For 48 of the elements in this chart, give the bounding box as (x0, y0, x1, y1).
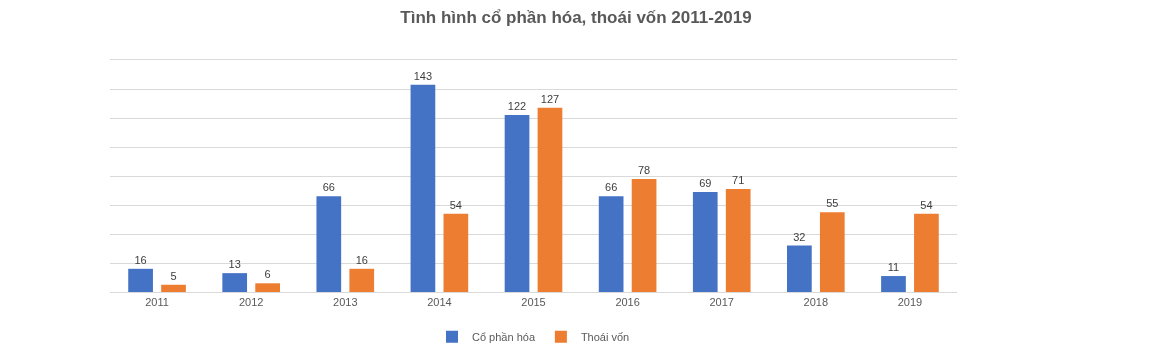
x-tick-label: 2013 (333, 296, 358, 309)
data-label: 66 (322, 181, 335, 194)
bar (349, 268, 375, 292)
bar (819, 212, 845, 292)
bar (316, 196, 342, 292)
x-tick-label: 2017 (709, 296, 734, 309)
x-tick-label: 2011 (145, 296, 169, 309)
bar (443, 213, 469, 292)
data-label: 6 (264, 268, 271, 281)
x-tick-label: 2016 (615, 296, 640, 309)
x-tick-label: 2015 (521, 296, 546, 309)
data-label: 16 (355, 253, 368, 266)
data-label: 16 (134, 253, 147, 266)
legend-label: Cổ phần hóa (472, 330, 536, 343)
data-label: 66 (605, 181, 618, 194)
data-label: 5 (170, 269, 177, 282)
data-label: 32 (793, 230, 806, 243)
data-label: 143 (413, 69, 433, 82)
chart-title: Tình hình cổ phần hóa, thoái vốn 2011-2019 (400, 7, 752, 27)
data-label: 127 (540, 92, 560, 105)
data-label: 54 (449, 198, 462, 211)
legend-label: Thoái vốn (580, 330, 630, 343)
bar (222, 273, 248, 292)
data-label: 54 (920, 198, 933, 211)
bar (537, 107, 563, 292)
data-label: 71 (732, 174, 745, 187)
x-tick-label: 2018 (803, 296, 829, 309)
x-tick-label: 2012 (238, 296, 264, 309)
bar (128, 268, 153, 292)
data-label: 69 (699, 176, 712, 189)
bar (598, 196, 624, 292)
data-label: 122 (507, 100, 527, 113)
bar (631, 178, 657, 292)
bar (787, 245, 812, 292)
bar (881, 276, 906, 292)
bar (161, 284, 186, 292)
data-label: 11 (887, 261, 900, 274)
bar (725, 189, 751, 292)
bar (255, 283, 280, 292)
x-tick-label: 2019 (897, 296, 923, 309)
bar (410, 84, 436, 292)
data-label: 78 (637, 163, 651, 176)
bar (504, 115, 530, 292)
x-tick-label: 2014 (427, 296, 452, 309)
data-label: 55 (826, 197, 839, 210)
bar (914, 213, 939, 292)
bar (692, 191, 718, 292)
data-label: 13 (228, 258, 241, 271)
